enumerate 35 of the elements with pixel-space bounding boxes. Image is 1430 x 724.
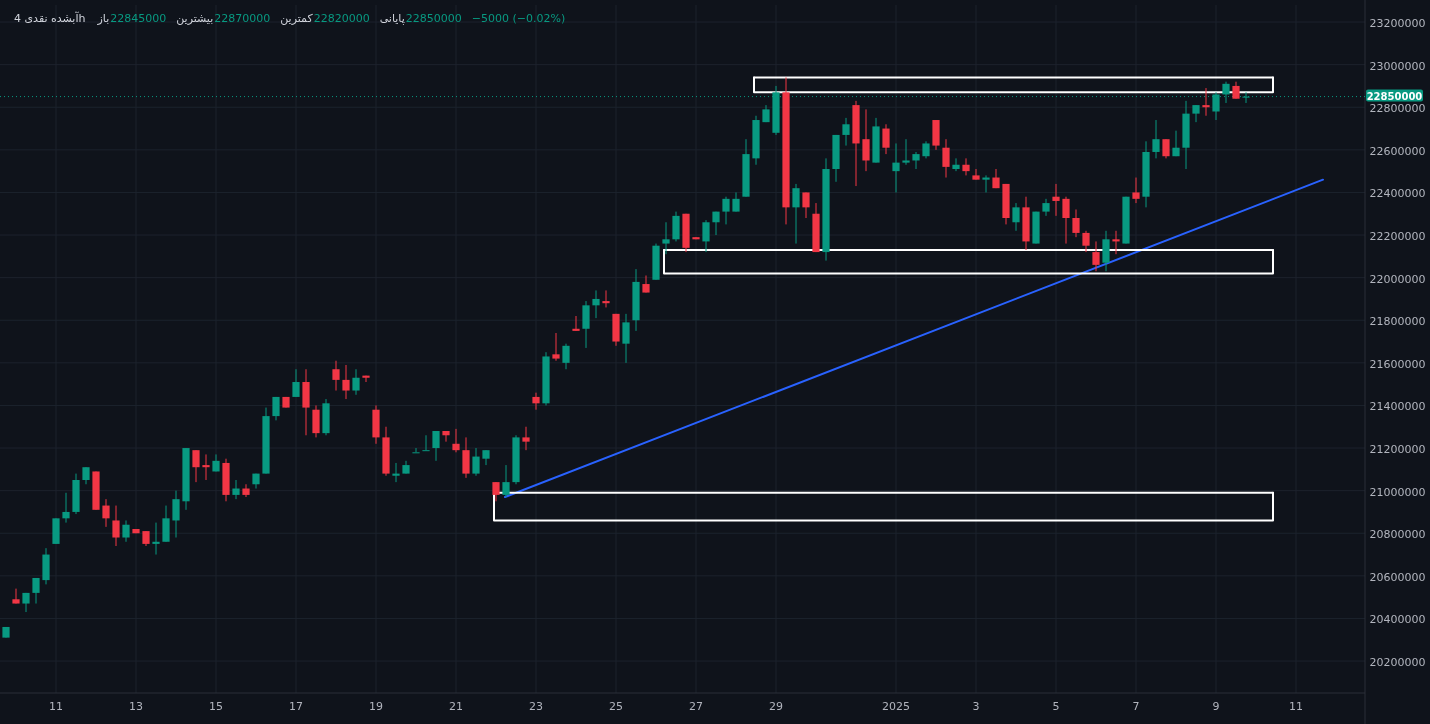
x-tick-label: 29 [769,700,783,713]
x-tick-label: 3 [972,700,980,713]
x-tick-label: 27 [689,700,703,713]
x-tick-label: 17 [289,700,303,713]
y-tick-label: 22800000 [1369,102,1426,116]
x-tick-label: 11 [1289,700,1303,713]
x-tick-label: 19 [369,700,383,713]
y-tick-label: 21400000 [1369,400,1426,414]
x-tick-label: 15 [209,700,223,713]
x-tick-label: 2025 [882,700,910,713]
y-tick-label: 22000000 [1369,272,1426,286]
y-tick-label: 20200000 [1369,656,1426,670]
x-tick-label: 13 [129,700,143,713]
y-tick-label: 22600000 [1369,144,1426,158]
x-tick-label: 7 [1132,700,1140,713]
x-tick-label: 25 [609,700,623,713]
ref-line-label: 22850000 [1366,90,1423,102]
y-tick-label: 21800000 [1369,315,1426,329]
x-tick-label: 5 [1052,700,1060,713]
y-tick-label: 21600000 [1369,357,1426,371]
x-tick-label: 23 [529,700,543,713]
y-tick-label: 21200000 [1369,443,1426,457]
y-tick-label: 22200000 [1369,230,1426,244]
x-tick-label: 21 [449,700,463,713]
y-tick-label: 20800000 [1369,528,1426,542]
y-tick-label: 23000000 [1369,59,1426,73]
text: آبشده نقدی 4h [14,11,86,25]
x-tick-label: 11 [49,700,63,713]
annotation: −5000 (−0.02%) [471,12,566,25]
y-tick-label: 20600000 [1369,570,1426,584]
y-tick-label: 21000000 [1369,485,1426,499]
y-tick-label: 20400000 [1369,613,1426,627]
x-tick-label: 9 [1212,700,1220,713]
y-tick-label: 22400000 [1369,187,1426,201]
y-tick-label: 23200000 [1369,17,1426,31]
